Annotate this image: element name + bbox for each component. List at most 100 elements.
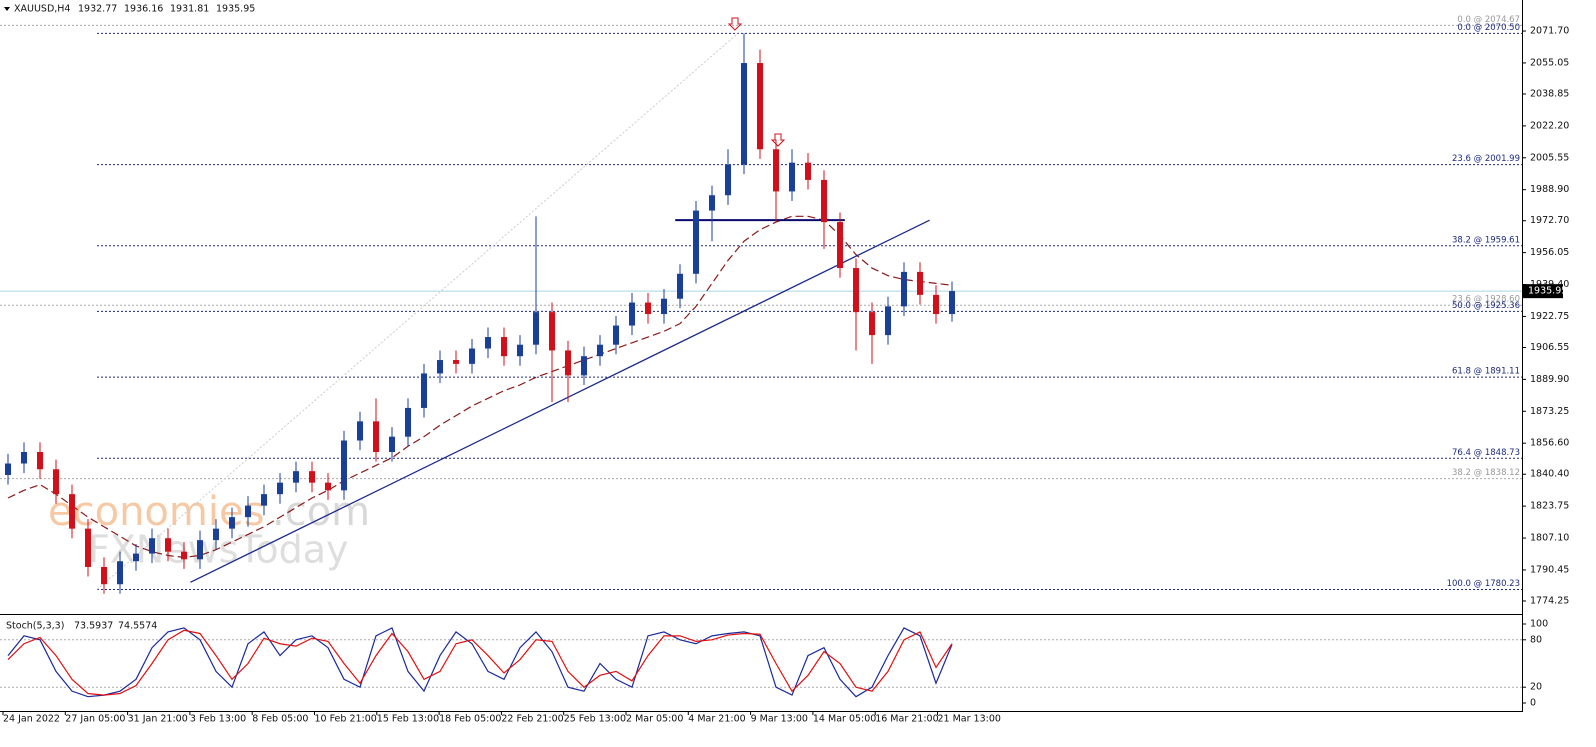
fib-label: 23.6 @ 2001.99 bbox=[1452, 154, 1520, 164]
fib-diagonal bbox=[96, 32, 739, 590]
candle-body bbox=[53, 469, 59, 495]
peak-arrow bbox=[727, 17, 743, 31]
fib-label: 38.2 @ 1959.61 bbox=[1452, 235, 1520, 245]
fib-label-secondary: 38.2 @ 1838.12 bbox=[1452, 468, 1520, 478]
x-tick-label: 24 Jan 2022 bbox=[3, 714, 60, 725]
x-tick-label: 27 Jan 05:00 bbox=[65, 714, 125, 725]
peak-arrow bbox=[770, 133, 786, 147]
y-tick-label: 2055.05 bbox=[1530, 57, 1569, 68]
y-tick-label: 1856.60 bbox=[1530, 438, 1569, 449]
candle-body bbox=[389, 436, 395, 453]
indicator-title: Stoch(5,3,3) bbox=[6, 621, 64, 632]
candle-body bbox=[853, 268, 859, 313]
indicator-value: 74.5574 bbox=[118, 621, 157, 632]
x-tick-label: 10 Feb 21:00 bbox=[315, 714, 377, 725]
y-tick-label: 1873.25 bbox=[1530, 406, 1569, 417]
candle-body bbox=[597, 344, 603, 357]
y-tick-label: 2022.20 bbox=[1530, 120, 1569, 131]
candle-body bbox=[821, 179, 827, 223]
candle-body bbox=[149, 538, 155, 554]
candle-body bbox=[229, 517, 235, 529]
current-price-label: 1935.95 bbox=[1528, 286, 1567, 297]
fib-label: 100.0 @ 1780.23 bbox=[1447, 579, 1520, 589]
fib-label: 50.0 @ 1925.36 bbox=[1452, 301, 1520, 311]
moving-average bbox=[7, 215, 953, 558]
candle-body bbox=[69, 494, 75, 529]
candle-body bbox=[805, 162, 811, 180]
candle-body bbox=[165, 538, 171, 552]
x-tick-label: 18 Feb 05:00 bbox=[439, 714, 501, 725]
x-tick-label: 31 Jan 21:00 bbox=[128, 714, 188, 725]
candle-body bbox=[5, 463, 11, 475]
trendline bbox=[190, 219, 930, 583]
header-value: 1932.77 bbox=[78, 4, 117, 15]
candle-body bbox=[533, 312, 539, 345]
candle-body bbox=[437, 360, 443, 374]
candle-body bbox=[261, 494, 267, 506]
candle-body bbox=[661, 298, 667, 315]
candle-body bbox=[213, 528, 219, 541]
candle-body bbox=[421, 373, 427, 408]
y-tick-label: 100 bbox=[1530, 619, 1548, 630]
y-tick-label: 1840.40 bbox=[1530, 469, 1569, 480]
y-tick-label: 1790.45 bbox=[1530, 564, 1569, 575]
y-tick-label: 1988.90 bbox=[1530, 184, 1569, 195]
candle-body bbox=[453, 360, 459, 364]
stoch-line bbox=[7, 629, 953, 696]
indicator-value: 73.5937 bbox=[74, 621, 113, 632]
candle-body bbox=[101, 566, 107, 585]
candle-body bbox=[837, 222, 843, 269]
candle-body bbox=[373, 421, 379, 453]
candle-body bbox=[517, 344, 523, 357]
x-tick-label: 22 Feb 21:00 bbox=[501, 714, 563, 725]
y-tick-label: 1956.05 bbox=[1530, 247, 1569, 258]
x-tick-label: 25 Feb 13:00 bbox=[564, 714, 626, 725]
x-tick-label: 9 Mar 13:00 bbox=[751, 714, 808, 725]
y-tick-label: 1774.25 bbox=[1530, 595, 1569, 606]
fib-label-secondary: 0.0 @ 2074.67 bbox=[1457, 15, 1520, 25]
candle-body bbox=[277, 482, 283, 495]
candle-body bbox=[85, 528, 91, 567]
y-tick-label: 20 bbox=[1530, 682, 1542, 693]
x-tick-label: 2 Mar 05:00 bbox=[626, 714, 683, 725]
candle-body bbox=[581, 356, 587, 376]
candle-body bbox=[709, 195, 715, 211]
x-tick-label: 14 Mar 05:00 bbox=[813, 714, 876, 725]
candle-body bbox=[245, 505, 251, 518]
fib-label: 0.0 @ 2070.50 bbox=[1457, 23, 1520, 33]
y-tick-label: 1922.75 bbox=[1530, 311, 1569, 322]
candle-body bbox=[21, 452, 27, 464]
candle-body bbox=[325, 482, 331, 491]
x-tick-label: 16 Mar 21:00 bbox=[875, 714, 938, 725]
y-tick-label: 1906.55 bbox=[1530, 342, 1569, 353]
candle-body bbox=[293, 471, 299, 483]
fib-label: 76.4 @ 1848.73 bbox=[1452, 448, 1520, 458]
candle-body bbox=[37, 452, 43, 470]
candle-body bbox=[949, 291, 955, 315]
candle-body bbox=[677, 273, 683, 299]
y-tick-label: 1972.70 bbox=[1530, 215, 1569, 226]
candle-body bbox=[485, 337, 491, 349]
y-tick-label: 2038.85 bbox=[1530, 88, 1569, 99]
x-tick-label: 15 Feb 13:00 bbox=[377, 714, 439, 725]
candle-body bbox=[501, 337, 507, 357]
y-tick-label: 0 bbox=[1530, 698, 1536, 709]
y-tick-label: 1823.75 bbox=[1530, 501, 1569, 512]
candle-body bbox=[549, 312, 555, 351]
candle-body bbox=[885, 306, 891, 336]
y-tick-label: 2005.55 bbox=[1530, 152, 1569, 163]
candle-body bbox=[117, 561, 123, 585]
candle-body bbox=[741, 63, 747, 165]
x-tick-label: 3 Feb 13:00 bbox=[190, 714, 246, 725]
current-price-box bbox=[1523, 284, 1563, 299]
header-value: 1936.16 bbox=[124, 4, 163, 15]
candle-body bbox=[869, 312, 875, 336]
candle-body bbox=[629, 302, 635, 326]
header-value: 1931.81 bbox=[170, 4, 209, 15]
candle-body bbox=[645, 302, 651, 315]
candle-body bbox=[901, 271, 907, 307]
y-tick-label: 2071.70 bbox=[1530, 26, 1569, 37]
symbol: XAUUSD,H4 bbox=[14, 4, 70, 15]
